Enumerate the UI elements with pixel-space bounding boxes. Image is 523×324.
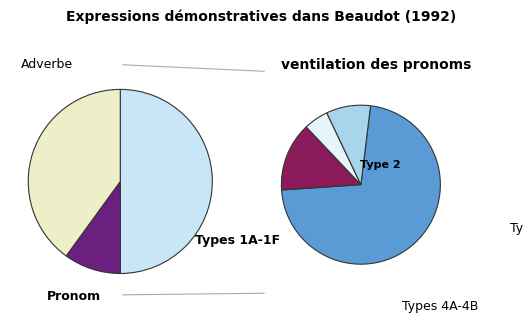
- Text: Type 3: Type 3: [510, 222, 523, 235]
- Wedge shape: [120, 89, 212, 273]
- Text: Adverbe: Adverbe: [21, 58, 73, 71]
- Text: Pronom: Pronom: [47, 290, 101, 303]
- Wedge shape: [66, 181, 120, 273]
- Text: Types 1A-1F: Types 1A-1F: [195, 234, 280, 247]
- Text: Type 2: Type 2: [360, 160, 401, 170]
- Text: Types 4A-4B: Types 4A-4B: [402, 300, 479, 313]
- Wedge shape: [281, 127, 361, 190]
- Text: Expressions démonstratives dans Beaudot (1992): Expressions démonstratives dans Beaudot …: [66, 10, 457, 24]
- Wedge shape: [28, 89, 120, 256]
- Text: ventilation des pronoms: ventilation des pronoms: [281, 58, 472, 72]
- Wedge shape: [327, 105, 371, 185]
- Wedge shape: [281, 106, 440, 264]
- Wedge shape: [306, 113, 361, 185]
